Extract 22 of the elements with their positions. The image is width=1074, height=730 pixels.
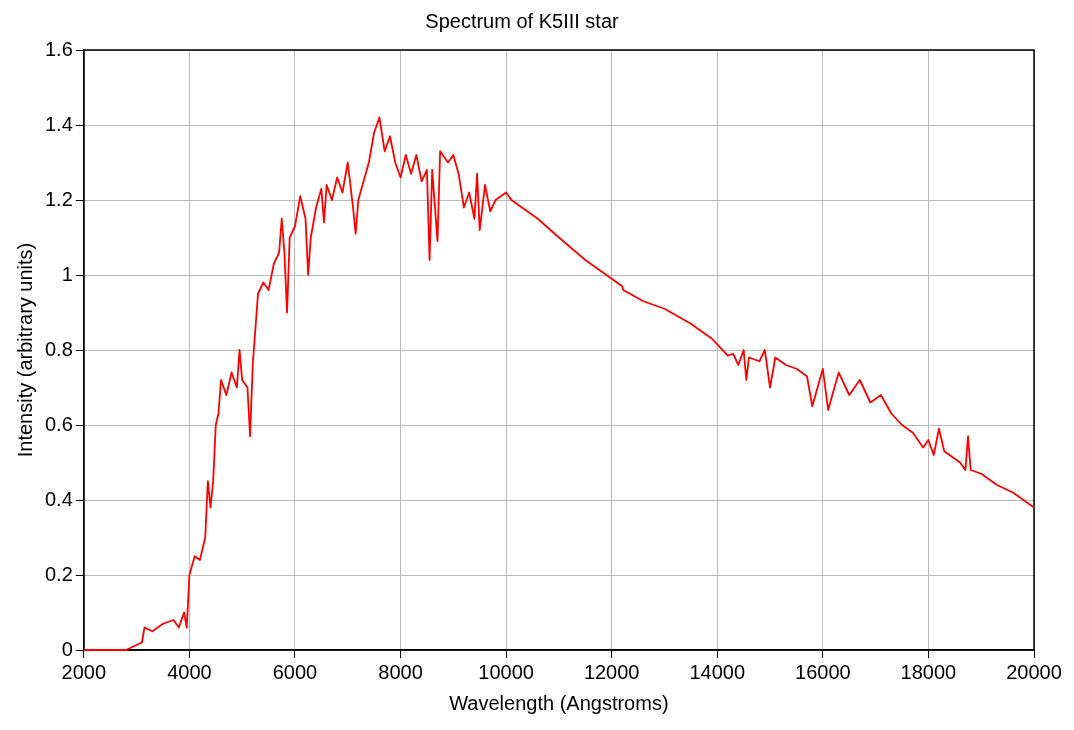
y-tick-label: 1.6 (44, 37, 73, 60)
y-axis-title: Intensity (arbitrary units) (13, 242, 36, 458)
y-tick-label: 1.2 (44, 187, 73, 210)
x-tick-label: 2000 (61, 660, 107, 683)
x-tick-label: 18000 (900, 660, 957, 683)
x-tick-label: 4000 (167, 660, 212, 683)
x-tick-label: 8000 (378, 660, 423, 683)
x-tick-label: 6000 (272, 660, 318, 683)
y-tick-label: 0.2 (44, 562, 73, 585)
y-tick-label: 0.6 (44, 412, 73, 435)
y-tick-label: 0.8 (44, 337, 73, 360)
x-axis-title: Wavelength (Angstroms) (449, 691, 669, 714)
chart-title: Spectrum of K5III star (425, 9, 620, 32)
y-tick-label: 1 (61, 262, 73, 285)
y-tick-label: 0.4 (44, 487, 73, 510)
x-tick-label: 16000 (795, 660, 851, 683)
x-tick-label: 20000 (1006, 660, 1062, 683)
x-tick-label: 14000 (689, 660, 746, 683)
y-tick-label: 1.4 (44, 112, 73, 135)
x-tick-label: 10000 (478, 660, 534, 683)
x-tick-label: 12000 (583, 660, 640, 683)
y-tick-label: 0 (61, 637, 73, 660)
